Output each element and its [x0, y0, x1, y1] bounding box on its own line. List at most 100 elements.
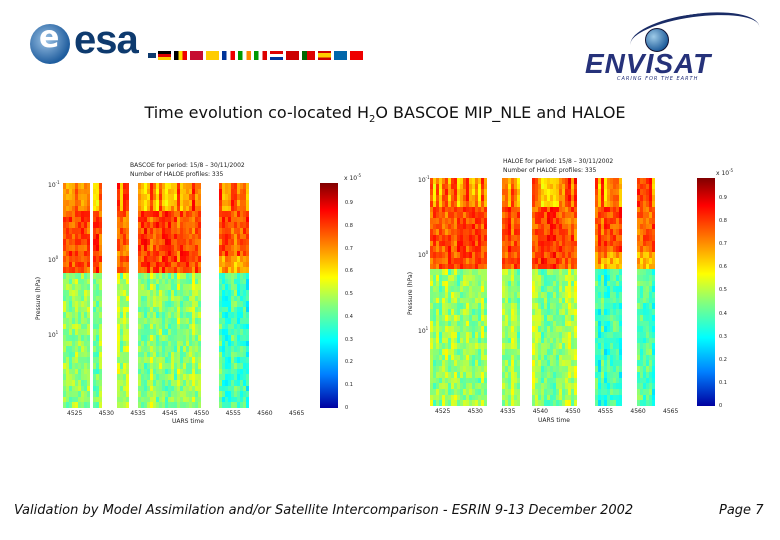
heat-cell [475, 360, 478, 368]
heat-cell [646, 206, 649, 214]
heat-cell [649, 320, 652, 328]
heat-cell [511, 286, 514, 293]
heat-cell [547, 212, 550, 219]
heat-cell [511, 292, 514, 299]
heat-cell [532, 354, 535, 362]
heat-cell [93, 273, 96, 280]
heat-cell [538, 217, 541, 225]
heat-cell [141, 334, 144, 342]
heat-cell [505, 303, 508, 311]
heat-cell [159, 205, 162, 213]
heat-cell [466, 394, 469, 402]
heat-cell [601, 286, 604, 293]
heat-cell [243, 222, 246, 229]
heat-cell [228, 363, 231, 370]
heat-cell [475, 354, 478, 362]
heat-cell [535, 189, 538, 197]
heat-cell [478, 246, 481, 254]
heat-cell [505, 206, 508, 214]
heat-cell [481, 400, 484, 406]
heat-cell [99, 340, 102, 348]
heat-cell [448, 257, 451, 265]
heat-cell [436, 360, 439, 368]
heat-cell [123, 368, 126, 376]
heat-cell [457, 257, 460, 265]
heat-cell [69, 273, 72, 280]
heat-cell [237, 391, 240, 398]
heat-cell [225, 233, 228, 241]
heat-cell [604, 257, 607, 265]
heat-cell [66, 183, 69, 190]
heat-cell [63, 368, 66, 376]
heat-cell [442, 257, 445, 265]
heat-cell [649, 366, 652, 373]
heat-cell [171, 267, 174, 274]
heat-cell [595, 383, 598, 390]
heat-cell [189, 278, 192, 286]
heat-cell [198, 289, 201, 297]
heat-cell [646, 366, 649, 373]
heat-cell [195, 329, 198, 336]
heat-cell [643, 343, 646, 350]
heat-cell [619, 337, 622, 345]
heat-cell [559, 394, 562, 402]
heat-cell [69, 233, 72, 241]
heat-cell [469, 303, 472, 311]
heat-cell [640, 263, 643, 271]
heat-cell [646, 246, 649, 254]
heat-cell [219, 216, 222, 224]
heat-cell [619, 366, 622, 373]
heat-cell [189, 250, 192, 258]
colorbar-tick: 0.7 [719, 241, 727, 248]
heat-cell [460, 349, 463, 356]
heat-cell [93, 402, 96, 408]
heat-cell [505, 257, 508, 265]
heat-cell [87, 199, 90, 207]
heat-cell [123, 267, 126, 274]
heat-cell [595, 366, 598, 373]
heat-cell [138, 188, 141, 196]
heat-cell [433, 223, 436, 231]
heat-cell [538, 257, 541, 265]
heat-cell [72, 233, 75, 241]
heat-cell [484, 309, 487, 316]
heat-cell [451, 274, 454, 282]
heat-cell [162, 391, 165, 398]
heat-cell [505, 309, 508, 316]
heat-cell [574, 246, 577, 254]
heat-cell [433, 320, 436, 328]
heat-cell [637, 223, 640, 231]
heat-cell [508, 189, 511, 197]
heat-cell [619, 309, 622, 316]
heat-cell [535, 326, 538, 333]
heat-cell [649, 240, 652, 248]
heat-cell [475, 212, 478, 219]
heat-cell [451, 314, 454, 322]
heat-cell [544, 354, 547, 362]
heat-cell [436, 212, 439, 219]
heat-cell [234, 228, 237, 235]
heat-cell [547, 252, 550, 259]
heat-cell [243, 233, 246, 241]
heat-cell [460, 189, 463, 197]
heat-cell [222, 357, 225, 364]
heat-cell [457, 320, 460, 328]
heat-cell [502, 314, 505, 322]
heat-cell [610, 337, 613, 345]
heat-cell [96, 318, 99, 325]
heat-cell [484, 286, 487, 293]
heat-cell [571, 183, 574, 191]
heat-cell [138, 391, 141, 398]
heat-cell [505, 320, 508, 328]
heat-cell [165, 256, 168, 263]
heat-cell [243, 363, 246, 370]
heat-cell [643, 206, 646, 214]
heat-cell [514, 235, 517, 242]
heat-cell [225, 357, 228, 364]
heat-cell [598, 371, 601, 379]
heat-cell [568, 269, 571, 276]
heat-cell [144, 267, 147, 274]
heat-cell [475, 178, 478, 185]
heat-cell [607, 286, 610, 293]
heat-cell [478, 314, 481, 322]
